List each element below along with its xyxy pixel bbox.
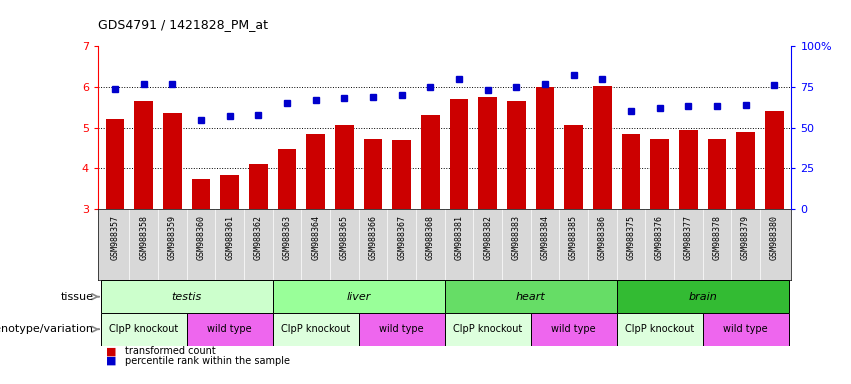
Text: ClpP knockout: ClpP knockout <box>281 324 351 334</box>
Bar <box>392 140 411 209</box>
Bar <box>272 280 444 313</box>
Bar <box>186 313 272 346</box>
Text: ■: ■ <box>106 356 117 366</box>
Bar <box>277 149 296 209</box>
Bar <box>535 87 554 209</box>
Text: ClpP knockout: ClpP knockout <box>109 324 179 334</box>
Text: GSM988357: GSM988357 <box>111 215 119 260</box>
Bar <box>593 86 612 209</box>
Bar <box>358 313 444 346</box>
Bar <box>306 134 325 209</box>
Text: GSM988378: GSM988378 <box>712 215 722 260</box>
Text: ClpP knockout: ClpP knockout <box>453 324 523 334</box>
Bar <box>134 101 153 209</box>
Text: brain: brain <box>688 291 717 302</box>
Bar <box>621 134 640 209</box>
Bar <box>363 139 382 209</box>
Bar <box>449 99 468 209</box>
Text: GSM988375: GSM988375 <box>626 215 636 260</box>
Text: GSM988362: GSM988362 <box>254 215 263 260</box>
Text: liver: liver <box>346 291 371 302</box>
Text: GSM988380: GSM988380 <box>770 215 779 260</box>
Bar <box>765 111 784 209</box>
Text: ■: ■ <box>106 346 117 356</box>
Bar <box>650 139 669 209</box>
Bar <box>191 179 210 209</box>
Bar <box>421 116 440 209</box>
Text: GSM988361: GSM988361 <box>226 215 234 260</box>
Bar <box>163 113 182 209</box>
Bar <box>507 101 526 209</box>
Bar <box>617 313 703 346</box>
Bar <box>703 313 789 346</box>
Text: wild type: wild type <box>380 324 424 334</box>
Text: wild type: wild type <box>208 324 252 334</box>
Bar <box>736 132 755 209</box>
Text: GSM988368: GSM988368 <box>426 215 435 260</box>
Text: GSM988367: GSM988367 <box>397 215 406 260</box>
Bar <box>707 139 726 209</box>
Text: percentile rank within the sample: percentile rank within the sample <box>125 356 290 366</box>
Bar <box>272 313 358 346</box>
Text: GSM988365: GSM988365 <box>340 215 349 260</box>
Text: GSM988366: GSM988366 <box>368 215 378 260</box>
Text: GSM988358: GSM988358 <box>140 215 148 260</box>
Bar <box>444 280 617 313</box>
Bar <box>679 130 698 209</box>
Text: GSM988383: GSM988383 <box>511 215 521 260</box>
Text: GSM988385: GSM988385 <box>569 215 578 260</box>
Text: GSM988381: GSM988381 <box>454 215 464 260</box>
Text: GDS4791 / 1421828_PM_at: GDS4791 / 1421828_PM_at <box>98 18 268 31</box>
Bar <box>617 280 789 313</box>
Bar <box>564 125 583 209</box>
Bar <box>335 125 354 209</box>
Bar <box>531 313 617 346</box>
Text: GSM988364: GSM988364 <box>311 215 320 260</box>
Bar <box>100 313 186 346</box>
Text: GSM988384: GSM988384 <box>540 215 550 260</box>
Text: GSM988382: GSM988382 <box>483 215 492 260</box>
Bar <box>106 119 124 209</box>
Text: testis: testis <box>172 291 202 302</box>
Text: transformed count: transformed count <box>125 346 216 356</box>
Text: GSM988360: GSM988360 <box>197 215 206 260</box>
Text: ClpP knockout: ClpP knockout <box>625 324 694 334</box>
Text: tissue: tissue <box>60 291 94 302</box>
Text: GSM988376: GSM988376 <box>655 215 664 260</box>
Bar <box>444 313 531 346</box>
Text: wild type: wild type <box>551 324 596 334</box>
Text: GSM988359: GSM988359 <box>168 215 177 260</box>
Text: GSM988379: GSM988379 <box>741 215 750 260</box>
Text: genotype/variation: genotype/variation <box>0 324 94 334</box>
Bar <box>100 280 272 313</box>
Text: GSM988386: GSM988386 <box>597 215 607 260</box>
Text: heart: heart <box>516 291 545 302</box>
Bar <box>220 175 239 209</box>
Bar <box>249 164 268 209</box>
Text: wild type: wild type <box>723 324 768 334</box>
Text: GSM988377: GSM988377 <box>683 215 693 260</box>
Bar <box>478 97 497 209</box>
Text: GSM988363: GSM988363 <box>283 215 292 260</box>
